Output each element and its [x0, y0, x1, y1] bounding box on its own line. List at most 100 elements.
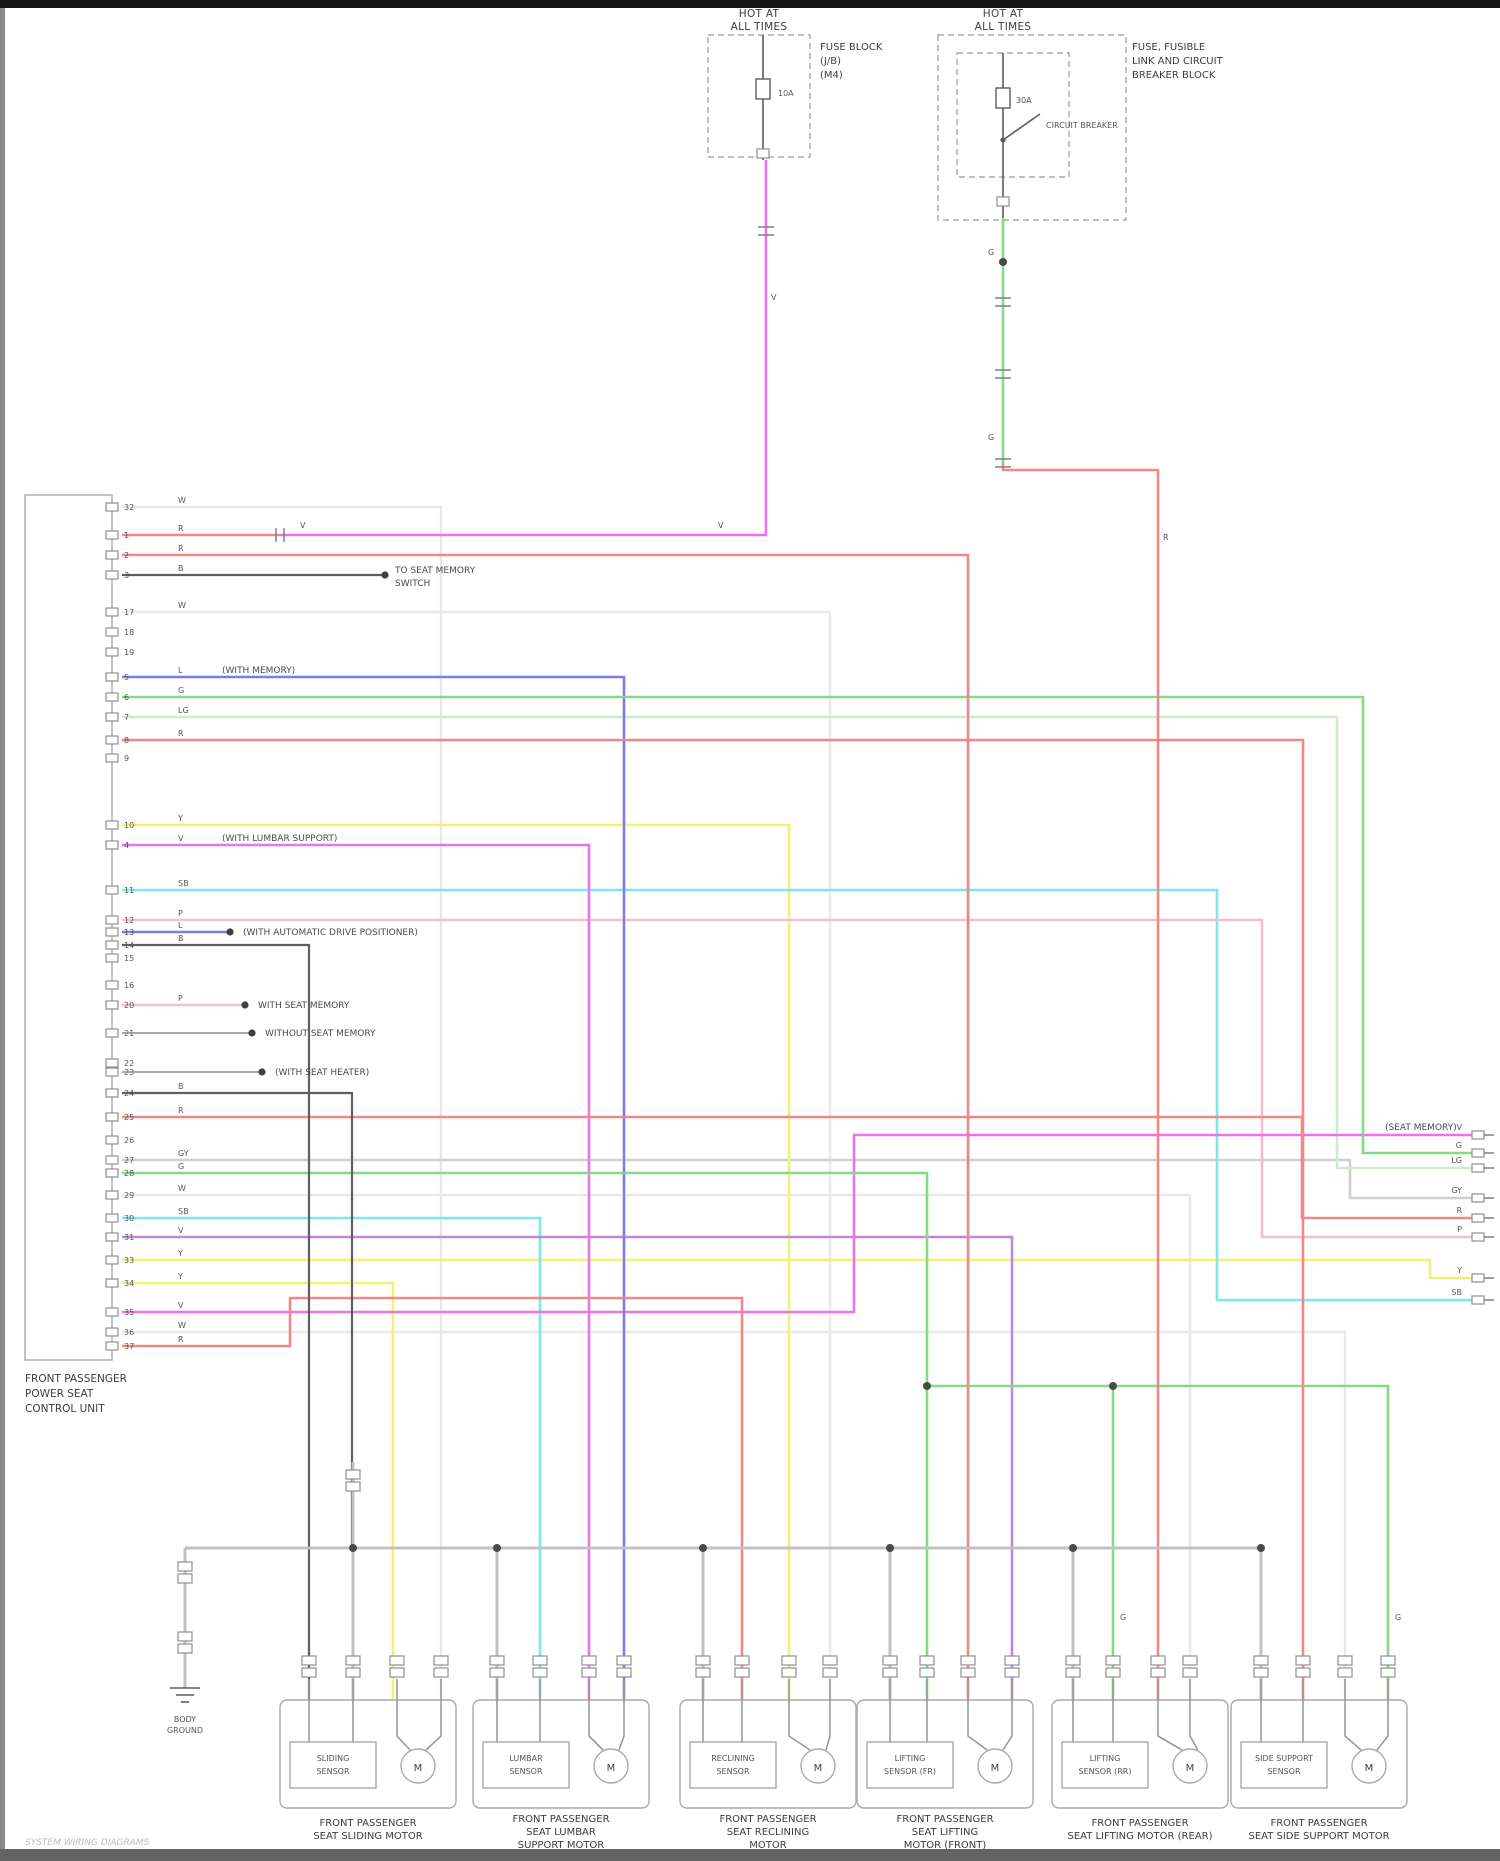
- module-pin-tick: [1337, 1655, 1353, 1666]
- motor-circle: [1172, 1748, 1208, 1784]
- junction-dot: [349, 1544, 357, 1552]
- cu-pin-tick: [105, 1278, 119, 1288]
- wire-magenta-to-module2-pin3: [122, 843, 591, 1700]
- wire-yellow-to-module3-pin3: [122, 823, 791, 1700]
- fusible-link-outer-box: [937, 34, 1127, 221]
- motor-letter: M: [1186, 1763, 1195, 1774]
- cu-pin-tick: [105, 840, 119, 850]
- module-pin-tick: [581, 1667, 597, 1678]
- cu-pin-number: 15: [124, 954, 134, 963]
- cu-pin-number: 14: [124, 941, 134, 950]
- module-pin-tick: [1065, 1667, 1081, 1678]
- fuse-block-name-2: (J/B): [820, 56, 841, 67]
- cu-pin-tick: [105, 550, 119, 560]
- wire-pink-to-right-pin6: [122, 918, 1478, 1239]
- right-pin-tick: [1471, 1213, 1485, 1223]
- annotation-dot: [381, 571, 389, 579]
- junction-dot: [1109, 1382, 1117, 1390]
- module-pin-tick: [1182, 1667, 1198, 1678]
- annotation-text: (WITH AUTOMATIC DRIVE POSITIONER): [243, 928, 418, 938]
- wire-color-label: P: [178, 994, 183, 1003]
- wire-color-label: W: [178, 601, 186, 610]
- control-unit-label-2: POWER SEAT: [25, 1388, 94, 1400]
- sensor-box: [1061, 1741, 1149, 1789]
- module-box: [679, 1699, 857, 1809]
- cu-pin-number: 30: [124, 1214, 134, 1223]
- module-pin-tick: [1150, 1667, 1166, 1678]
- sensor-label: LUMBAR: [509, 1754, 543, 1763]
- cu-pin-tick: [105, 940, 119, 950]
- wire-color-label: SB: [178, 1207, 189, 1216]
- module-pin-tick: [1295, 1667, 1311, 1678]
- cu-pin-tick: [105, 1307, 119, 1317]
- wire-color-label: SB: [1451, 1288, 1462, 1297]
- fusible-link-inner-box: [956, 52, 1070, 178]
- right-pin-tick: [1471, 1148, 1485, 1158]
- cu-pin-number: 12: [124, 916, 134, 925]
- motor-letter: M: [414, 1763, 423, 1774]
- module-label: SUPPORT MOTOR: [518, 1840, 605, 1851]
- wire-green-branch-to-module6-pin4: [927, 1384, 1390, 1700]
- sensor-label: SIDE SUPPORT: [1255, 1754, 1313, 1763]
- module-3: [679, 1655, 857, 1809]
- cu-pin-tick: [105, 1213, 119, 1223]
- wire-color-label: V: [178, 1301, 184, 1310]
- module-pin-tick: [1105, 1655, 1121, 1666]
- module-pin-tick: [345, 1667, 361, 1678]
- cu-pin-number: 17: [124, 608, 134, 617]
- module-box: [1051, 1699, 1229, 1809]
- module-pin-tick: [822, 1667, 838, 1678]
- watermark: SYSTEM WIRING DIAGRAMS: [25, 1838, 150, 1848]
- sensor-box: [866, 1741, 954, 1789]
- module-4: [856, 1655, 1034, 1809]
- motor-letter: M: [607, 1763, 616, 1774]
- module-pin-tick: [489, 1667, 505, 1678]
- control-unit-label-3: CONTROL UNIT: [25, 1403, 105, 1415]
- cu-pin-tick: [105, 735, 119, 745]
- annotation-text: (WITH MEMORY): [222, 666, 295, 676]
- scan-left-edge: [0, 8, 5, 1849]
- cu-pin-tick: [105, 1190, 119, 1200]
- module-label: SEAT LIFTING MOTOR (REAR): [1067, 1831, 1212, 1842]
- module-pin-tick: [1295, 1655, 1311, 1666]
- fuse1-symbol: [755, 78, 771, 100]
- cu-pin-tick: [105, 712, 119, 722]
- breaker-blade: [1002, 113, 1041, 141]
- cu-pin-tick: [105, 980, 119, 990]
- motor-letter: M: [991, 1763, 1000, 1774]
- breaker-label: CIRCUIT BREAKER: [1046, 121, 1118, 130]
- module-pin-tick: [1004, 1655, 1020, 1666]
- cu-pin-number: 26: [124, 1136, 134, 1145]
- wire-white-to-module1-pin4: [122, 505, 443, 1700]
- wire-color-label: R: [178, 544, 184, 553]
- right-pin-tick: [1471, 1163, 1485, 1173]
- motor-circle: [800, 1748, 836, 1784]
- cu-pin-tick: [105, 1028, 119, 1038]
- module-pin-tick: [301, 1655, 317, 1666]
- cu-pin-tick: [105, 1135, 119, 1145]
- module-pin-tick: [882, 1667, 898, 1678]
- module-pin-tick: [1380, 1667, 1396, 1678]
- wire-black-ground-feed: [122, 1091, 354, 1548]
- module-pin-tick: [489, 1655, 505, 1666]
- module-pin-tick: [581, 1655, 597, 1666]
- control-unit-label-1: FRONT PASSENGER: [25, 1373, 127, 1385]
- junction-dot: [1069, 1544, 1077, 1552]
- cu-pin-number: 20: [124, 1001, 134, 1010]
- module-pin-tick: [301, 1667, 317, 1678]
- wire-color-label: L: [178, 921, 183, 930]
- flb-name-2: LINK AND CIRCUIT: [1132, 56, 1224, 67]
- module-box: [856, 1699, 1034, 1809]
- junction-dot: [886, 1544, 894, 1552]
- right-pin-tick: [1471, 1193, 1485, 1203]
- right-pin-tick: [1471, 1295, 1485, 1305]
- module-pin-tick: [1253, 1667, 1269, 1678]
- annotation-text: (SEAT MEMORY): [1385, 1123, 1457, 1133]
- module-pin-tick: [389, 1655, 405, 1666]
- module-label: FRONT PASSENGER: [1091, 1818, 1188, 1829]
- module-box: [472, 1699, 650, 1809]
- cu-pin-tick: [105, 820, 119, 830]
- junction-dot: [1257, 1544, 1265, 1552]
- cu-pin-number: 7: [124, 713, 129, 722]
- junction-dot: [493, 1544, 501, 1552]
